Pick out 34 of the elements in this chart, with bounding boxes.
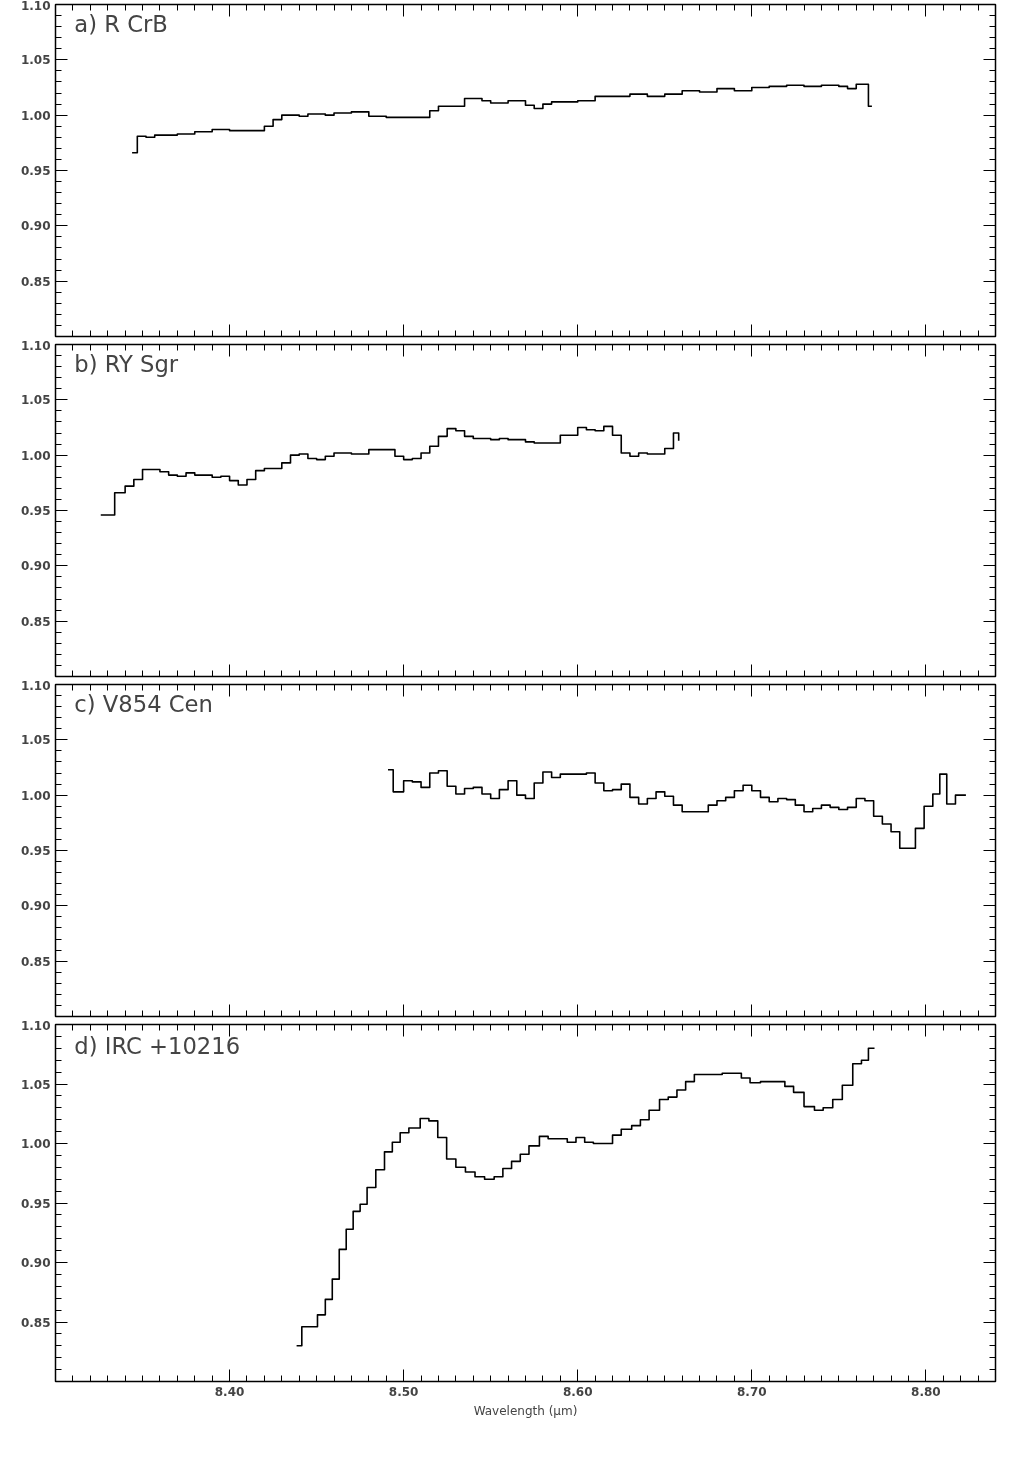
- y-tick-label: 1.05: [20, 733, 51, 748]
- y-tick-label: 0.90: [20, 219, 51, 234]
- y-tick-label: 0.85: [20, 954, 51, 969]
- x-tick-label: 8.50: [388, 1384, 419, 1399]
- y-tick-label: 0.85: [20, 274, 51, 289]
- x-axis-title: Wavelength (μm): [473, 1403, 578, 1418]
- y-tick-label: 0.95: [20, 844, 51, 858]
- y-tick-label: 0.85: [20, 1315, 51, 1330]
- y-tick-label: 1.10: [20, 678, 51, 693]
- y-tick-label: 1.00: [20, 788, 51, 803]
- y-tick-label: 1.10: [20, 1018, 51, 1033]
- chart-title: d) IRC +10216: [74, 1032, 241, 1059]
- x-tick-label: 8.70: [736, 1384, 767, 1399]
- y-tick-label: 1.05: [20, 53, 51, 68]
- y-tick-label: 1.00: [20, 448, 51, 463]
- y-tick-label: 1.00: [20, 108, 51, 123]
- x-tick-label: 8.40: [214, 1384, 245, 1399]
- x-tick-label: 8.80: [911, 1384, 941, 1399]
- y-tick-label: 0.95: [20, 1196, 51, 1211]
- y-tick-label: 1.05: [20, 393, 51, 408]
- chart-title: c) V854 Cen: [74, 691, 213, 718]
- y-tick-label: 0.90: [20, 899, 51, 914]
- y-tick-label: 1.10: [20, 0, 51, 13]
- y-tick-label: 1.05: [20, 1077, 51, 1092]
- chart-title: a) R CrB: [74, 11, 168, 38]
- y-tick-label: 0.85: [20, 614, 51, 629]
- chart-title: b) RY Sgr: [74, 351, 179, 378]
- y-tick-label: 0.95: [20, 164, 51, 178]
- y-tick-label: 0.95: [20, 504, 51, 518]
- y-tick-label: 1.00: [20, 1137, 51, 1151]
- y-tick-label: 1.10: [20, 338, 51, 353]
- y-tick-label: 0.90: [20, 1256, 51, 1270]
- x-tick-label: 8.60: [562, 1384, 593, 1399]
- y-tick-label: 0.90: [20, 559, 51, 574]
